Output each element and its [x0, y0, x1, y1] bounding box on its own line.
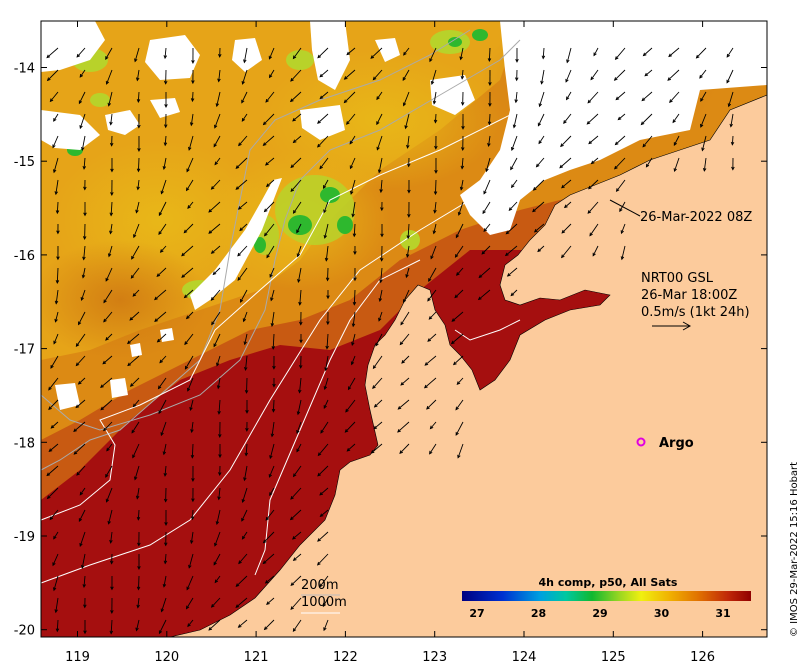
x-tick-label: 124	[512, 650, 537, 665]
y-tick-label: -16	[14, 249, 35, 264]
x-tick-label: 119	[65, 650, 90, 665]
y-tick-label: -15	[14, 155, 35, 170]
colorbar-tick-label: 30	[654, 607, 670, 620]
current-vectors	[46, 47, 735, 635]
colorbar: 4h comp, p50, All Sats 27 28 29 30 31	[456, 576, 764, 626]
x-tick-label: 120	[154, 650, 179, 665]
isobath-200-label: 200m	[301, 578, 338, 593]
x-tick-label: 123	[422, 650, 447, 665]
y-tick-label: -19	[14, 530, 35, 545]
x-tick-label: 121	[244, 650, 269, 665]
colorbar-gradient	[462, 591, 751, 601]
timestamp-leader-line	[609, 199, 641, 217]
current-source-label: NRT00 GSL	[641, 271, 714, 286]
x-tick-label: 126	[690, 650, 715, 665]
credit-text: © IMOS 29-Mar-2022 15:16 Hobart	[789, 462, 800, 637]
vector-scale-label: 0.5m/s (1kt 24h)	[641, 305, 750, 320]
colorbar-tick-label: 27	[469, 607, 484, 620]
cloud-mask	[41, 21, 767, 410]
x-tick-label: 125	[601, 650, 626, 665]
x-axis: 119 120 121 122 123 124 125 126	[65, 21, 715, 665]
y-tick-label: -20	[14, 624, 35, 639]
argo-float-marker	[636, 437, 646, 447]
x-tick-label: 122	[333, 650, 358, 665]
map-plot-area	[41, 21, 767, 637]
timestamp-label: 26-Mar-2022 08Z	[640, 210, 752, 225]
argo-label: Argo	[659, 436, 694, 451]
plot-frame	[40, 20, 768, 638]
y-axis: -14 -15 -16 -17 -18 -19 -20	[14, 62, 767, 639]
isobath-1000-label: 1000m	[301, 595, 347, 610]
colorbar-tick-label: 31	[715, 607, 730, 620]
y-tick-label: -18	[14, 436, 35, 451]
vector-scale-arrow	[652, 321, 692, 331]
colorbar-tick-label: 29	[592, 607, 607, 620]
colorbar-tick-label: 28	[531, 607, 546, 620]
colorbar-title: 4h comp, p50, All Sats	[539, 576, 678, 589]
y-tick-label: -17	[14, 343, 35, 358]
y-tick-label: -14	[14, 62, 35, 77]
land-mass	[169, 94, 767, 637]
current-time-label: 26-Mar 18:00Z	[641, 288, 737, 303]
